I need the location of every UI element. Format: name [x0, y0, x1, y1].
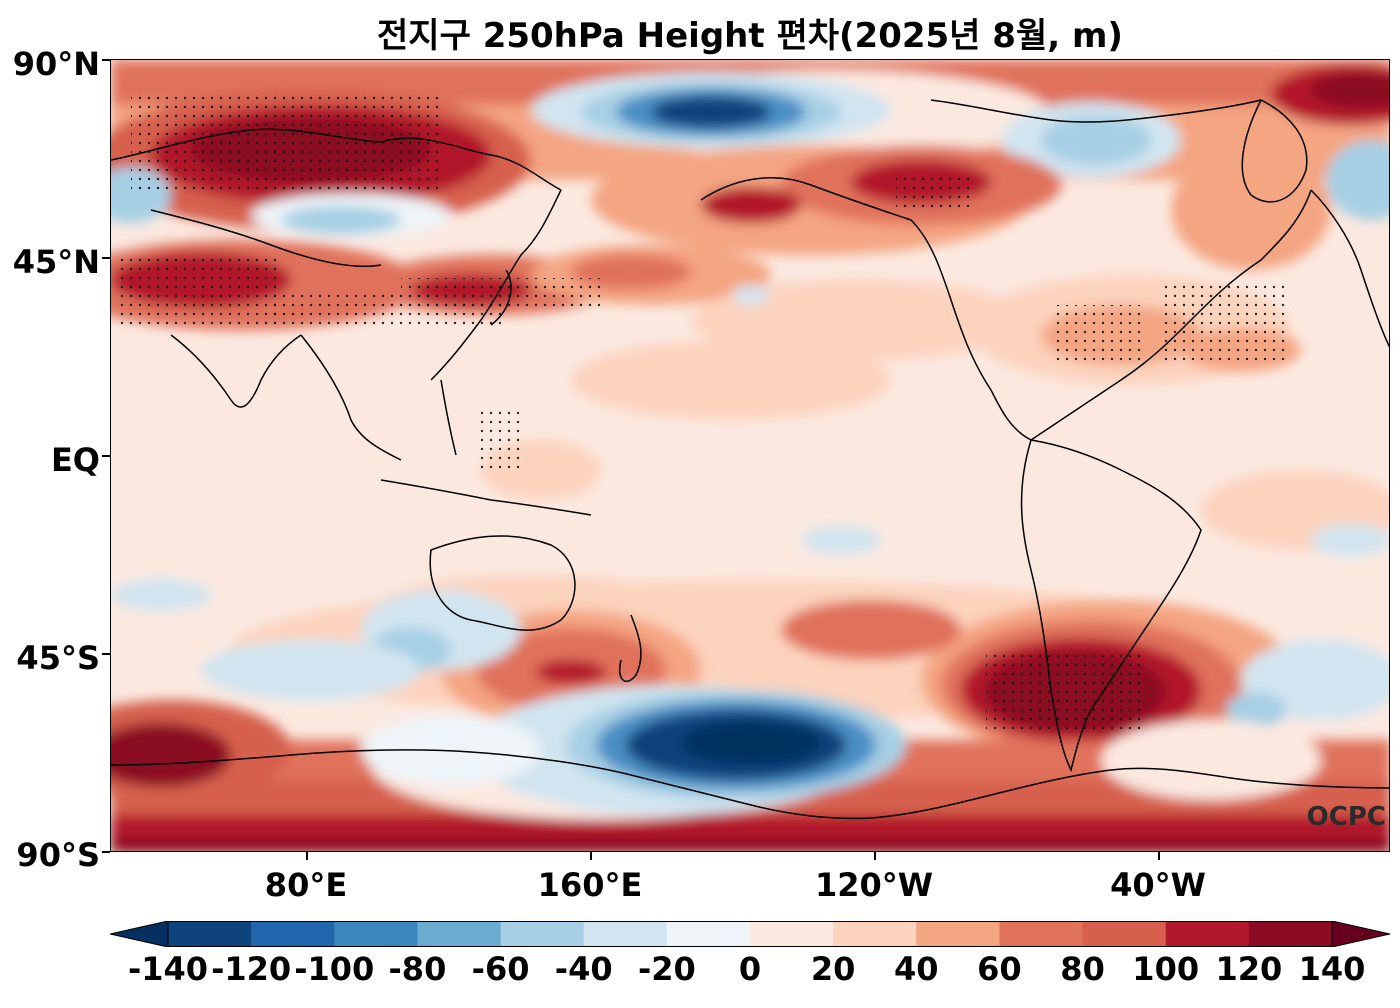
colorbar-swatch	[1082, 921, 1167, 947]
colorbar-swatch	[583, 921, 668, 947]
colorbar-tick-label: 60	[977, 950, 1022, 988]
colorbar-tick-label: -60	[471, 950, 530, 988]
anomaly-map: OCPC	[110, 59, 1390, 852]
colorbar-swatch	[417, 921, 502, 947]
lon-tick-mark	[590, 852, 592, 860]
colorbar	[110, 921, 1390, 947]
colorbar-swatch	[750, 921, 834, 947]
chart-title: 전지구 250hPa Height 편차(2025년 8월, m)	[377, 16, 1123, 56]
colorbar-tick-label: 140	[1298, 950, 1366, 988]
lat-tick-mark	[102, 455, 110, 457]
colorbar-tick-label: 0	[738, 950, 762, 988]
colorbar-swatch	[1165, 921, 1250, 947]
lon-tick-mark	[306, 852, 308, 860]
colorbar-swatch	[168, 921, 252, 947]
colorbar-frame	[167, 921, 1333, 947]
colorbar-tick-label: 80	[1060, 950, 1105, 988]
significance-stipple	[116, 90, 1291, 730]
colorbar-tick-label: -80	[388, 950, 447, 988]
lat-tick-mark	[102, 851, 110, 853]
lat-label: 90°S	[16, 836, 100, 874]
lat-tick-mark	[102, 59, 110, 61]
lat-tick-mark	[102, 653, 110, 655]
map-canvas: OCPC	[111, 60, 1389, 851]
colorbar-extend-low	[110, 921, 169, 947]
colorbar-swatch	[833, 921, 917, 947]
lon-tick-mark	[1158, 852, 1160, 860]
coastlines	[111, 98, 1389, 820]
lon-label: 120°W	[814, 866, 934, 904]
colorbar-tick-label: 20	[810, 950, 856, 988]
colorbar-swatch	[999, 921, 1084, 947]
lon-label: 80°E	[264, 866, 348, 904]
lon-label: 40°W	[1110, 866, 1206, 904]
colorbar-swatch	[334, 921, 418, 947]
lat-label: EQ	[50, 441, 100, 479]
colorbar-tick-label: -140	[127, 950, 209, 988]
watermark: OCPC	[1307, 802, 1386, 832]
colorbar-swatch	[666, 921, 751, 947]
lat-label: 45°N	[12, 243, 100, 281]
colorbar-tick-label: -40	[554, 950, 613, 988]
lon-tick-mark	[874, 852, 876, 860]
colorbar-extend-high	[1331, 921, 1390, 947]
colorbar-tick-label: 120	[1215, 950, 1283, 988]
colorbar-tick-label: -20	[637, 950, 696, 988]
lat-label: 45°S	[16, 639, 100, 677]
colorbar-swatch	[1248, 921, 1333, 947]
colorbar-tick-label: -120	[211, 950, 292, 988]
colorbar-swatch	[251, 921, 335, 947]
colorbar-tick-label: 40	[894, 950, 939, 988]
colorbar-swatch	[916, 921, 1000, 947]
colorbar-tick-label: -100	[294, 950, 375, 988]
lon-label: 160°E	[537, 866, 643, 904]
lat-label: 90°N	[12, 45, 100, 83]
lat-tick-mark	[102, 257, 110, 259]
colorbar-tick-label: 100	[1132, 950, 1200, 988]
colorbar-swatch	[500, 921, 585, 947]
